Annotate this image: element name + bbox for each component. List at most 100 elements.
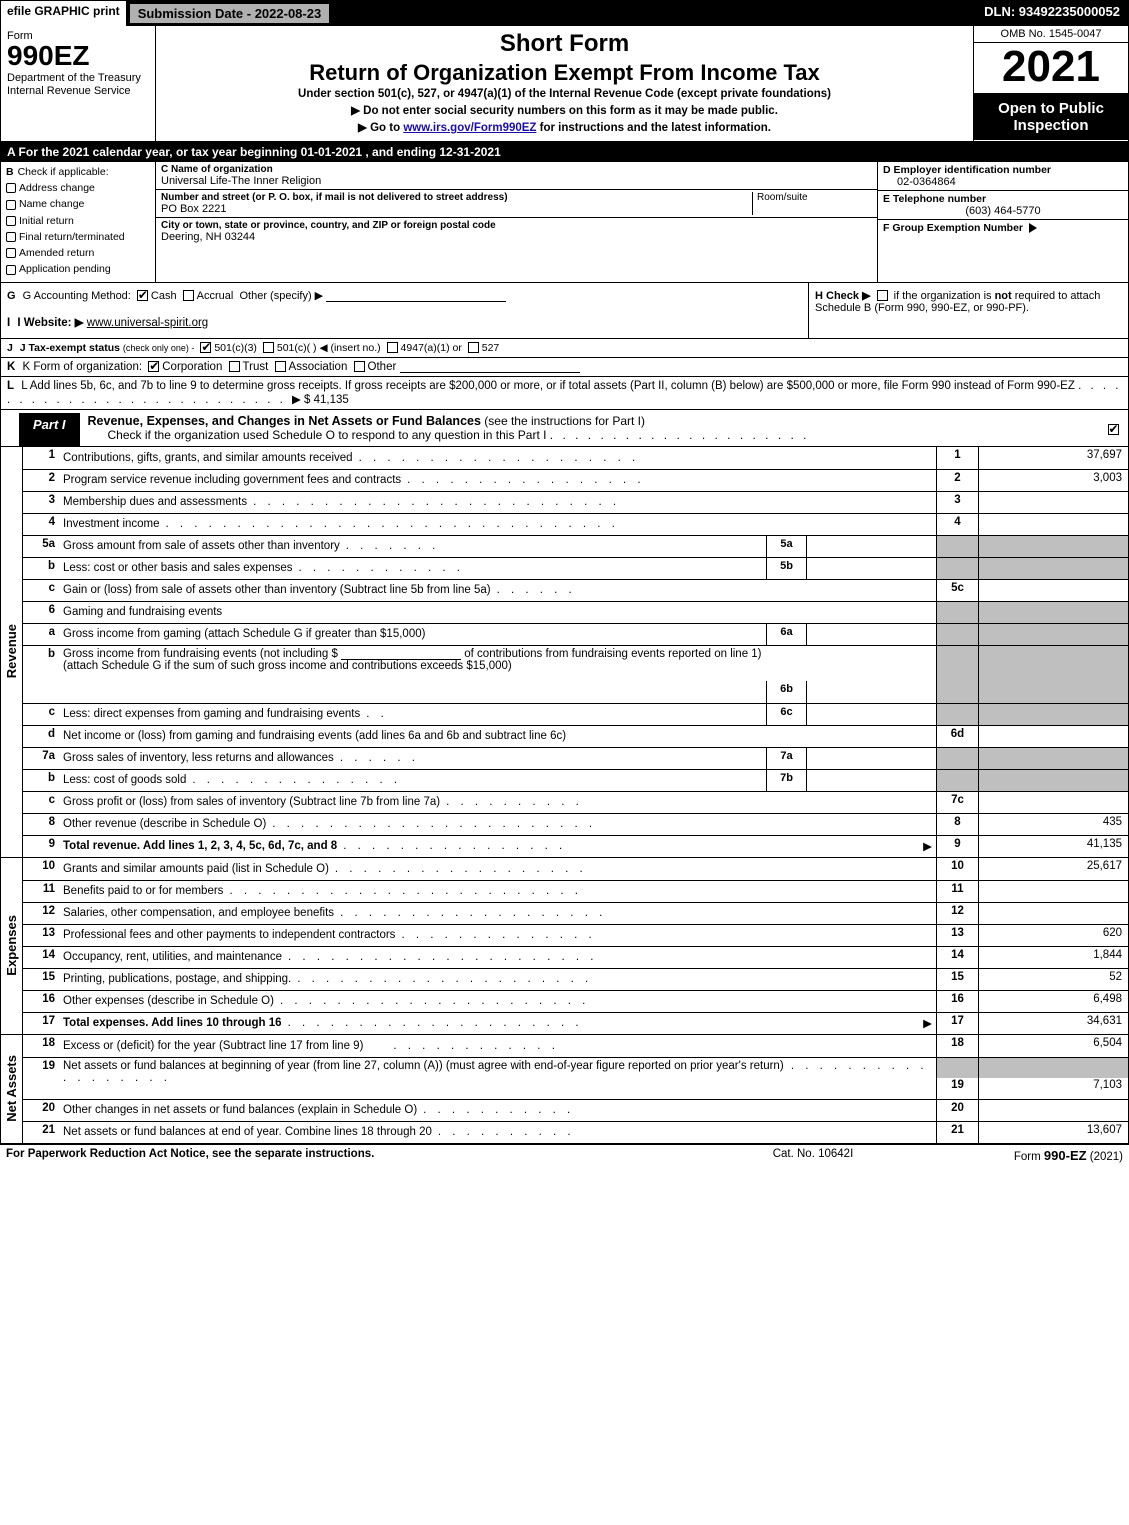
- ln7b-iblabel: 7b: [767, 770, 807, 791]
- chk-application-pending[interactable]: [6, 265, 16, 275]
- ln11-rnum: 11: [936, 881, 978, 902]
- chk-accrual[interactable]: [183, 290, 194, 301]
- addr-value: PO Box 2221: [161, 203, 752, 215]
- chk-schedule-b-not-required[interactable]: [877, 290, 888, 301]
- city-value: Deering, NH 03244: [161, 231, 872, 243]
- lbl-name-change: Name change: [19, 198, 84, 210]
- ln7a-ibval[interactable]: [807, 748, 936, 769]
- ln21-desc: Net assets or fund balances at end of ye…: [63, 1126, 432, 1138]
- chk-final-return[interactable]: [6, 232, 16, 242]
- other-org-line[interactable]: [400, 361, 580, 373]
- ln6b-amount-line[interactable]: [341, 648, 461, 660]
- chk-corporation[interactable]: [148, 361, 159, 372]
- ln8-num: 8: [23, 814, 59, 835]
- ln5a-rval: [978, 536, 1128, 557]
- ln1-num: 1: [23, 447, 59, 469]
- chk-501c[interactable]: [263, 342, 274, 353]
- ln17-val: 34,631: [978, 1013, 1128, 1034]
- ln19-rval-grey: [978, 1058, 1128, 1078]
- ln7b-ibval[interactable]: [807, 770, 936, 791]
- ln6c-rval: [978, 704, 1128, 725]
- ln20-num: 20: [23, 1100, 59, 1121]
- form-990ez-page: efile GRAPHIC print Submission Date - 20…: [0, 0, 1129, 1145]
- ln4-rnum: 4: [936, 514, 978, 535]
- room-suite-label: Room/suite: [752, 192, 872, 215]
- ln6a-rnum: [936, 624, 978, 645]
- ln5b-ibval[interactable]: [807, 558, 936, 579]
- lbl-amended-return: Amended return: [19, 247, 94, 259]
- lbl-501c3: 501(c)(3): [214, 342, 257, 354]
- ln21-rnum: 21: [936, 1122, 978, 1143]
- chk-4947[interactable]: [387, 342, 398, 353]
- chk-trust[interactable]: [229, 361, 240, 372]
- ln4-desc: Investment income: [63, 518, 160, 530]
- ln6b-rnum: [936, 646, 978, 703]
- ln10-desc: Grants and similar amounts paid (list in…: [63, 863, 329, 875]
- ln3-desc: Membership dues and assessments: [63, 496, 247, 508]
- ln5b-iblabel: 5b: [767, 558, 807, 579]
- page-footer: For Paperwork Reduction Act Notice, see …: [0, 1145, 1129, 1166]
- chk-527[interactable]: [468, 342, 479, 353]
- ln21-val: 13,607: [978, 1122, 1128, 1143]
- ln6b-rval: [978, 646, 1128, 703]
- lbl-cash: Cash: [151, 290, 177, 302]
- lbl-initial-return: Initial return: [19, 215, 74, 227]
- lbl-501c: 501(c)( ) ◀ (insert no.): [277, 342, 381, 354]
- ln6d-val: [978, 726, 1128, 747]
- h-text: if the organization is: [894, 290, 995, 302]
- ln10-num: 10: [23, 858, 59, 880]
- header-right: OMB No. 1545-0047 2021 Open to Public In…: [973, 26, 1128, 141]
- chk-association[interactable]: [275, 361, 286, 372]
- part-1-title: Revenue, Expenses, and Changes in Net As…: [80, 410, 1098, 446]
- dln-label: DLN: 93492235000052: [976, 1, 1128, 26]
- ln16-rnum: 16: [936, 991, 978, 1012]
- ln3-num: 3: [23, 492, 59, 513]
- ln5b-desc: Less: cost or other basis and sales expe…: [63, 562, 293, 574]
- col-b-header: Check if applicable:: [18, 166, 109, 178]
- chk-501c3[interactable]: [200, 342, 211, 353]
- part-1-title-bold: Revenue, Expenses, and Changes in Net As…: [88, 414, 481, 428]
- col-def: D Employer identification number 02-0364…: [878, 162, 1128, 282]
- row-g: G G Accounting Method: Cash Accrual Othe…: [1, 283, 808, 338]
- ln9-num: 9: [23, 836, 59, 857]
- l-amount: $ 41,135: [304, 394, 349, 406]
- ln15-val: 52: [978, 969, 1128, 990]
- h-pre: H Check ▶: [815, 290, 871, 302]
- ln13-val: 620: [978, 925, 1128, 946]
- col-c-org-info: C Name of organization Universal Life-Th…: [156, 162, 878, 282]
- ln6c-ibval[interactable]: [807, 704, 936, 725]
- ln15-rnum: 15: [936, 969, 978, 990]
- ln9-val: 41,135: [978, 836, 1128, 857]
- chk-schedule-o-part1[interactable]: [1108, 424, 1119, 435]
- chk-name-change[interactable]: [6, 200, 16, 210]
- irs-link[interactable]: www.irs.gov/Form990EZ: [403, 122, 536, 134]
- ln6b-ibval[interactable]: [807, 681, 936, 703]
- ln2-num: 2: [23, 470, 59, 491]
- ln20-rnum: 20: [936, 1100, 978, 1121]
- chk-other-org[interactable]: [354, 361, 365, 372]
- chk-amended-return[interactable]: [6, 248, 16, 258]
- expenses-table: Expenses 10 Grants and similar amounts pa…: [1, 858, 1128, 1035]
- phone-label: E Telephone number: [883, 193, 1123, 205]
- ln7a-desc: Gross sales of inventory, less returns a…: [63, 752, 334, 764]
- part-1-checkbox-cell: [1098, 410, 1128, 446]
- chk-address-change[interactable]: [6, 183, 16, 193]
- row-g-h: G G Accounting Method: Cash Accrual Othe…: [1, 283, 1128, 339]
- ln20-val: [978, 1100, 1128, 1121]
- ln5a-ibval[interactable]: [807, 536, 936, 557]
- website-label: I Website: ▶: [17, 317, 83, 329]
- chk-cash[interactable]: [137, 290, 148, 301]
- lbl-other: Other (specify) ▶: [239, 290, 323, 302]
- part-1-title-rest: (see the instructions for Part I): [481, 414, 645, 428]
- ln6a-ibval[interactable]: [807, 624, 936, 645]
- ln6d-rnum: 6d: [936, 726, 978, 747]
- ln6d-num: d: [23, 726, 59, 747]
- triangle-icon: [1029, 223, 1037, 233]
- chk-initial-return[interactable]: [6, 216, 16, 226]
- ln17-num: 17: [23, 1013, 59, 1034]
- addr-label: Number and street (or P. O. box, if mail…: [161, 192, 752, 203]
- ln5b-num: b: [23, 558, 59, 579]
- ln4-val: [978, 514, 1128, 535]
- expenses-side-label: Expenses: [1, 858, 23, 1034]
- other-specify-line[interactable]: [326, 290, 506, 302]
